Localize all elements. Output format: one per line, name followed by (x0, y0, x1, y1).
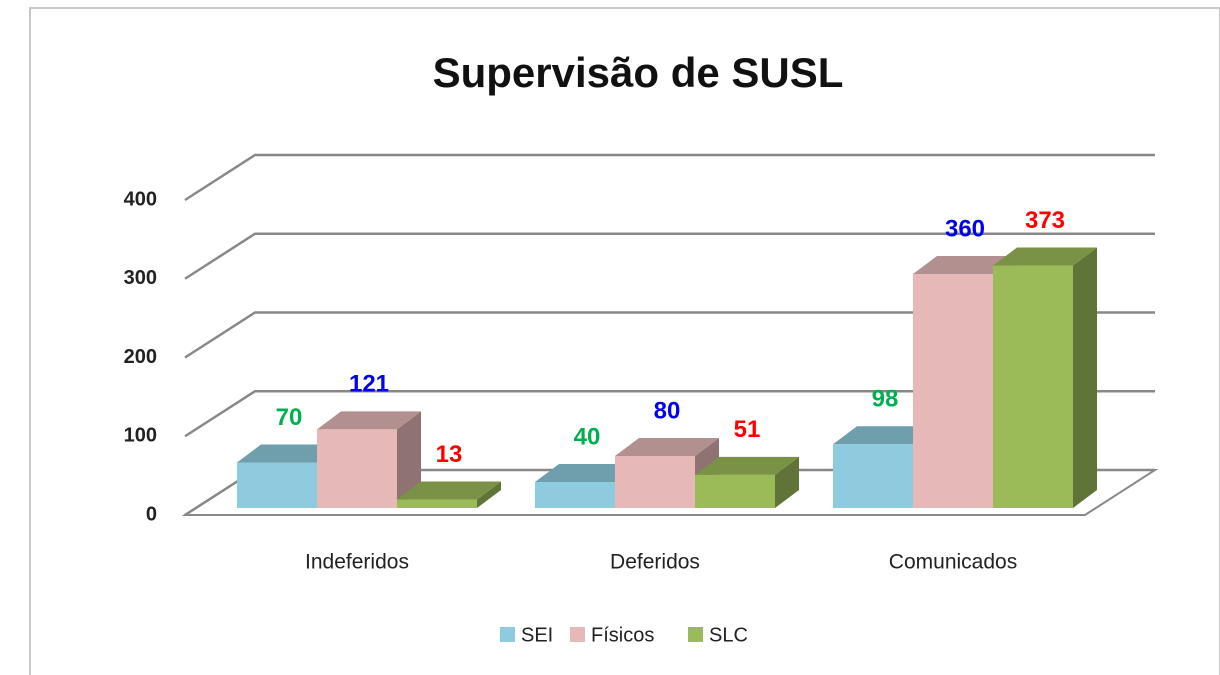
bar-top (913, 256, 1017, 274)
bar-front (535, 482, 615, 508)
grid-line (184, 390, 1155, 438)
grid-line (184, 311, 1155, 359)
bar (695, 456, 799, 508)
value-label: 373 (1025, 207, 1065, 234)
y-tick-label: 100 (124, 425, 157, 447)
grid-line (184, 232, 1155, 280)
bar (317, 411, 421, 508)
chart-title: Supervisão de SUSL (433, 49, 844, 96)
value-label: 70 (276, 404, 303, 431)
value-label: 360 (945, 215, 985, 242)
y-tick-label: 300 (124, 267, 157, 289)
y-tick-label: 200 (124, 346, 157, 368)
bar-front (615, 456, 695, 508)
bar-top (237, 444, 341, 463)
bar-front (317, 429, 397, 508)
bar-top (695, 456, 799, 475)
value-label: 51 (734, 416, 761, 443)
legend-label: SEI (521, 624, 553, 646)
value-label: 13 (436, 441, 463, 468)
value-label: 40 (574, 423, 601, 450)
x-tick-label: Comunicados (889, 551, 1017, 574)
bar-front (913, 274, 993, 508)
bar-top (397, 481, 501, 500)
bar-side (1073, 247, 1097, 509)
legend-label: Físicos (591, 624, 654, 646)
bar-side (775, 456, 799, 508)
x-tick-label: Deferidos (610, 551, 700, 574)
y-tick-label: 400 (124, 188, 157, 210)
bar-top (993, 247, 1097, 266)
bar-top (833, 426, 937, 445)
y-tick-label: 0 (146, 503, 157, 525)
bar-front (237, 462, 317, 508)
bar-front (833, 444, 913, 508)
bar-top (615, 438, 719, 456)
legend-swatch (500, 627, 515, 642)
bar-front (695, 474, 775, 508)
grid-line (184, 153, 1155, 202)
bar-top (317, 411, 421, 430)
value-label: 98 (872, 386, 899, 413)
legend-swatch (570, 627, 585, 642)
legend-swatch (688, 627, 703, 642)
legend-label: SLC (709, 624, 748, 646)
bar (397, 481, 501, 508)
bar-top (535, 464, 639, 482)
bar-front (993, 265, 1073, 508)
value-label: 80 (654, 397, 681, 424)
bar (993, 247, 1097, 509)
bar-side (397, 411, 421, 508)
value-label: 121 (349, 371, 389, 398)
bar-front (397, 499, 477, 508)
bar-side (477, 481, 501, 508)
x-tick-label: Indeferidos (305, 551, 409, 574)
